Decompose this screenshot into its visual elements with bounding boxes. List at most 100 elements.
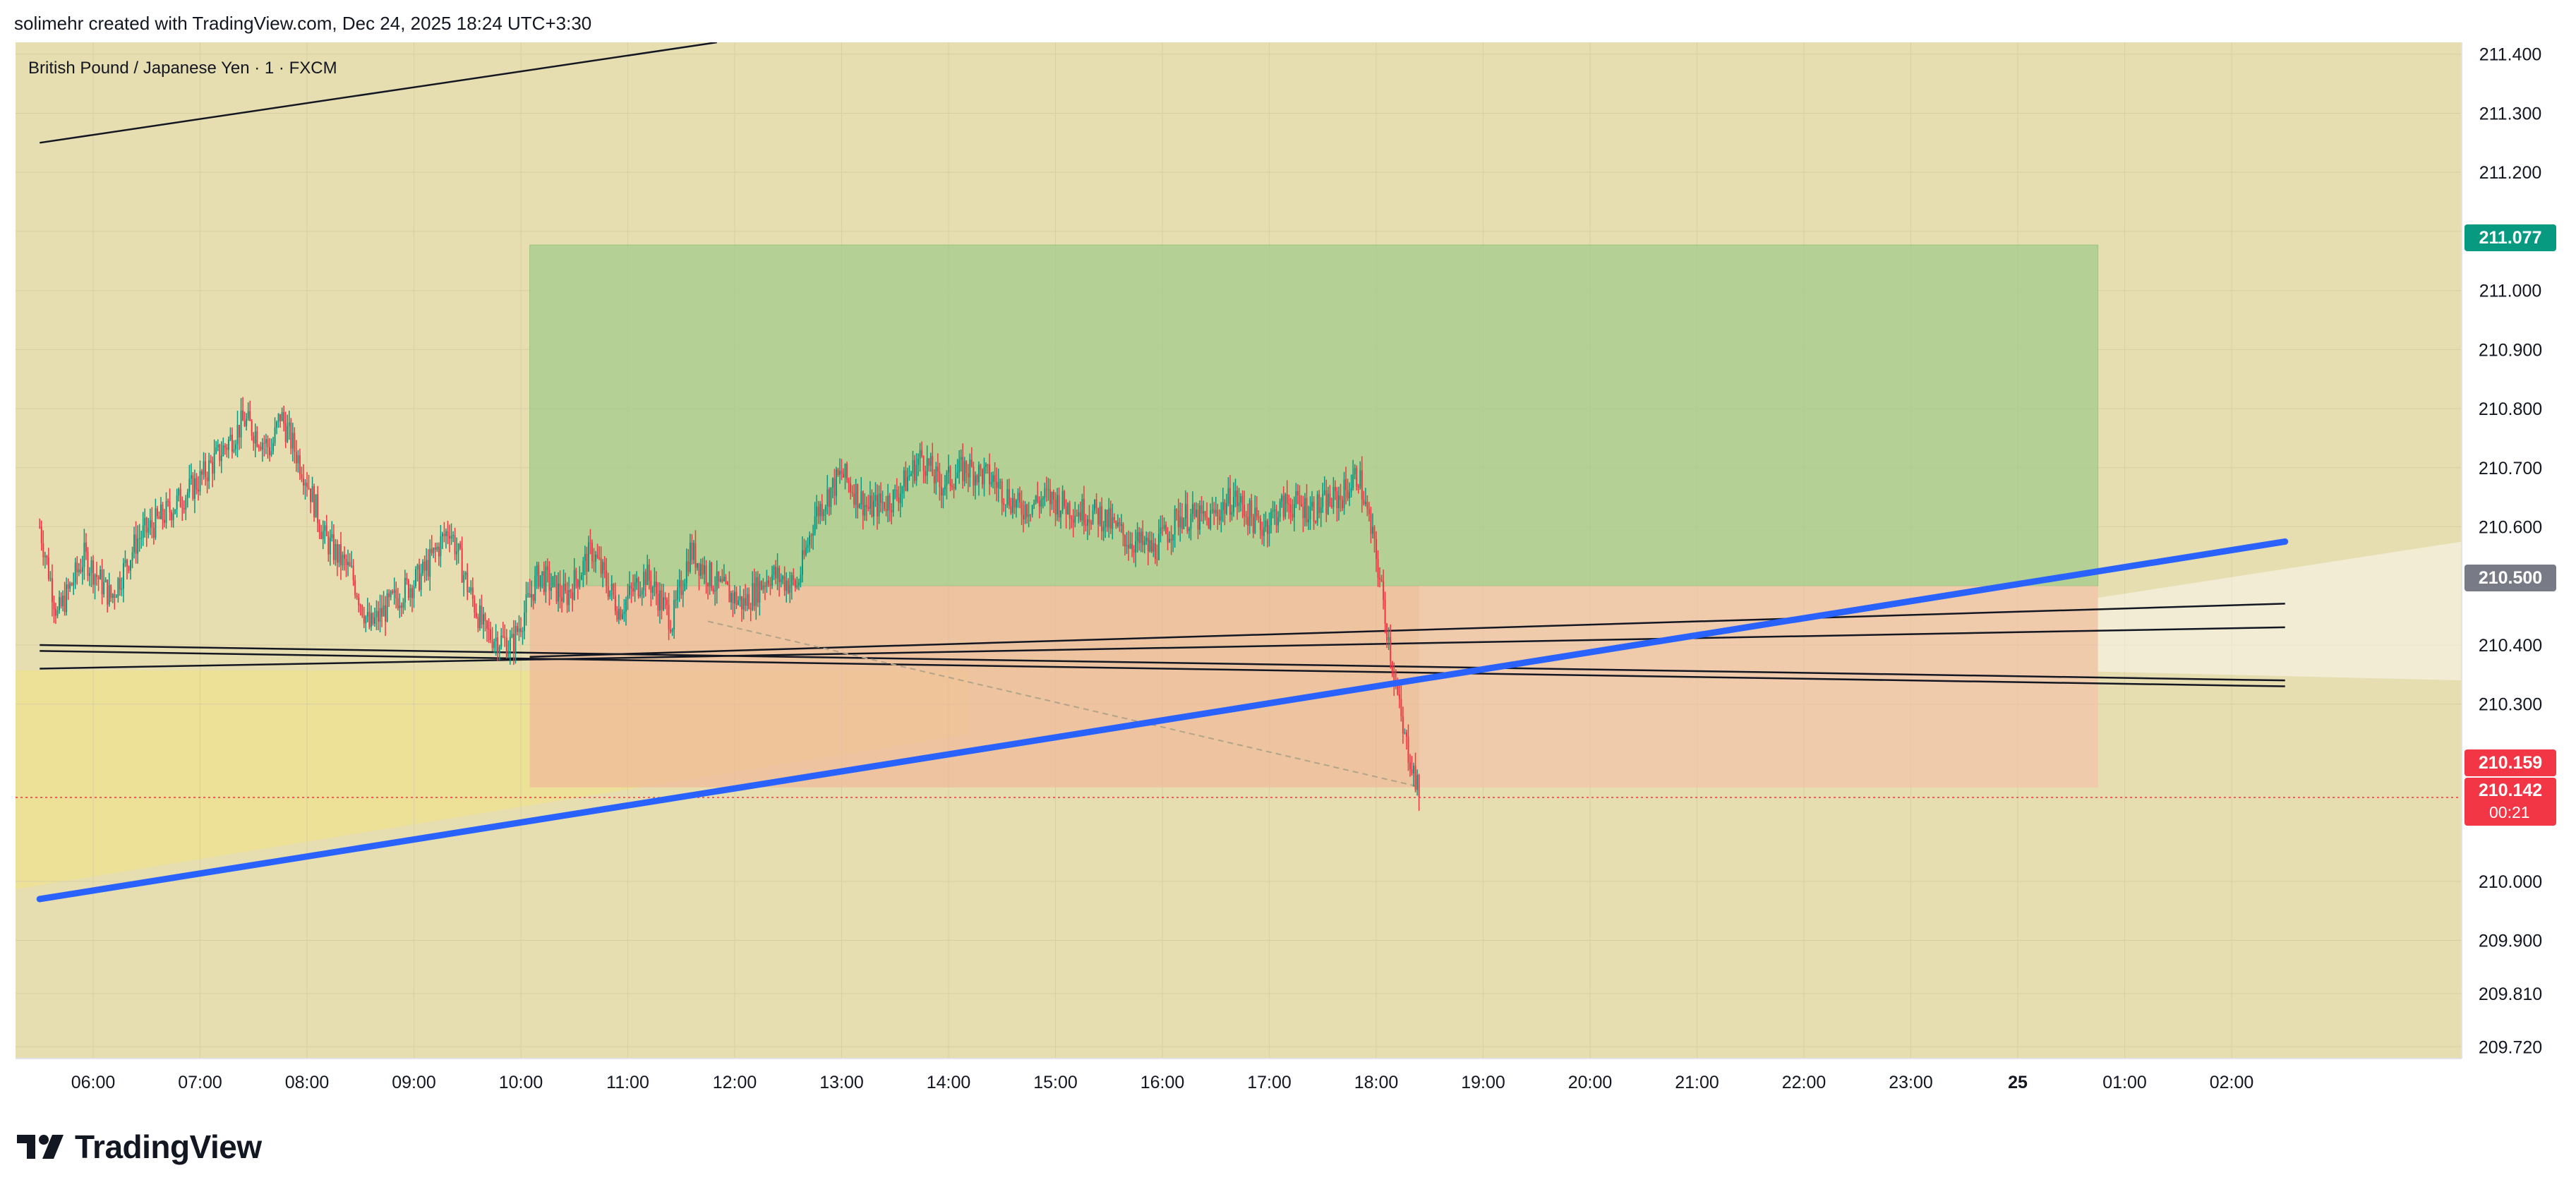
black-trendline[interactable] bbox=[40, 650, 2285, 687]
candle-body bbox=[514, 626, 517, 652]
candle-body bbox=[1095, 499, 1097, 509]
candle-body bbox=[1284, 494, 1287, 517]
candle-body bbox=[1361, 470, 1363, 500]
entry-price-badge bbox=[2464, 565, 2556, 591]
candle-body bbox=[1079, 512, 1081, 521]
candle-body bbox=[705, 565, 707, 584]
candle-body bbox=[1102, 526, 1105, 531]
candle-body bbox=[1416, 775, 1419, 790]
candle-body bbox=[235, 444, 236, 450]
candle-body bbox=[270, 451, 272, 456]
candle-body bbox=[505, 638, 507, 657]
chart-attribution: solimehr created with TradingView.com, D… bbox=[14, 13, 592, 34]
candle-body bbox=[423, 561, 426, 571]
candle-body bbox=[607, 586, 609, 597]
trendline-overlay[interactable] bbox=[36, 538, 2289, 903]
candle-body bbox=[1302, 506, 1304, 519]
candle-body bbox=[1054, 499, 1057, 514]
candle-body bbox=[344, 554, 346, 559]
time-tick-label: 06:00 bbox=[71, 1073, 116, 1092]
candle-body bbox=[482, 614, 484, 625]
candle-body bbox=[960, 457, 962, 460]
candle-body bbox=[411, 588, 413, 598]
black-trendline[interactable] bbox=[529, 603, 2285, 658]
candle-body bbox=[1313, 501, 1315, 522]
candle-body bbox=[484, 614, 486, 621]
candle-body bbox=[1263, 526, 1265, 536]
candle-body bbox=[233, 449, 235, 452]
candle-body bbox=[104, 579, 107, 582]
candle-body bbox=[42, 543, 44, 558]
tradingview-logo[interactable]: TradingView bbox=[17, 1128, 262, 1166]
price-axis[interactable] bbox=[2462, 42, 2558, 1059]
candle-body bbox=[1069, 502, 1071, 519]
candle-body bbox=[130, 560, 132, 571]
candle-body bbox=[320, 532, 323, 539]
candle-body bbox=[1133, 549, 1135, 553]
candle-body bbox=[833, 478, 836, 496]
candle-body bbox=[69, 583, 71, 589]
candle-body bbox=[1383, 581, 1385, 601]
candle-body bbox=[915, 464, 917, 481]
candle-body bbox=[630, 585, 632, 589]
time-axis[interactable] bbox=[16, 1059, 2462, 1102]
candle-body bbox=[128, 566, 130, 571]
candle-body bbox=[100, 569, 102, 579]
candle-body bbox=[586, 553, 588, 572]
stop-loss-zone[interactable] bbox=[529, 586, 2098, 788]
candle-body bbox=[1316, 494, 1318, 523]
black-trendline[interactable] bbox=[40, 644, 2285, 682]
candle-body bbox=[1042, 498, 1044, 500]
chart-area[interactable]: British Pound / Japanese Yen · 1 · FXCM … bbox=[16, 42, 2558, 1102]
black-trendline[interactable] bbox=[40, 626, 2285, 670]
candle-body bbox=[512, 634, 514, 652]
candle-body bbox=[877, 495, 878, 517]
black-trendline[interactable] bbox=[40, 42, 717, 144]
candle-body bbox=[1414, 766, 1416, 790]
candle-body bbox=[933, 476, 935, 483]
candle-body bbox=[610, 584, 613, 591]
candle-body bbox=[392, 591, 394, 594]
candle-body bbox=[201, 471, 203, 475]
candle-body bbox=[1031, 505, 1033, 515]
candle-body bbox=[1049, 489, 1051, 505]
candle-body bbox=[434, 548, 436, 550]
candle-body bbox=[224, 445, 226, 448]
candle-body bbox=[531, 594, 533, 598]
candle-body bbox=[603, 562, 606, 571]
candle-body bbox=[814, 516, 816, 534]
time-tick-label: 07:00 bbox=[178, 1073, 222, 1092]
blue-trendline[interactable] bbox=[36, 538, 2289, 903]
candle-body bbox=[1092, 510, 1094, 524]
candle-body bbox=[416, 565, 419, 570]
candle-body bbox=[276, 421, 278, 428]
candle-body bbox=[1040, 500, 1042, 507]
candle-body bbox=[841, 471, 843, 474]
candle-body bbox=[51, 578, 53, 603]
candle-body bbox=[213, 453, 215, 474]
candle-body bbox=[1215, 510, 1217, 514]
candle-body bbox=[969, 459, 971, 478]
candle-body bbox=[174, 509, 176, 514]
candle-body bbox=[151, 520, 153, 528]
time-tick-label: 15:00 bbox=[1033, 1073, 1078, 1092]
candle-body bbox=[942, 489, 944, 495]
candle-body bbox=[1179, 517, 1181, 528]
candle-body bbox=[373, 617, 375, 624]
candle-body bbox=[85, 542, 87, 552]
candle-body bbox=[1131, 543, 1133, 550]
candle-body bbox=[789, 585, 791, 593]
candle-body bbox=[694, 543, 697, 568]
candle-body bbox=[872, 500, 874, 517]
candle-body bbox=[1390, 637, 1392, 662]
profit-target-zone[interactable] bbox=[529, 244, 2099, 586]
candle-body bbox=[1208, 517, 1210, 529]
candle-body bbox=[837, 469, 839, 476]
price-tick-label: 211.200 bbox=[2479, 163, 2542, 183]
candle-body bbox=[1142, 531, 1144, 546]
candle-body bbox=[994, 475, 996, 482]
candle-body bbox=[944, 486, 946, 490]
candle-body bbox=[778, 567, 781, 582]
candle-body bbox=[618, 608, 620, 620]
candle-body bbox=[1377, 559, 1379, 578]
